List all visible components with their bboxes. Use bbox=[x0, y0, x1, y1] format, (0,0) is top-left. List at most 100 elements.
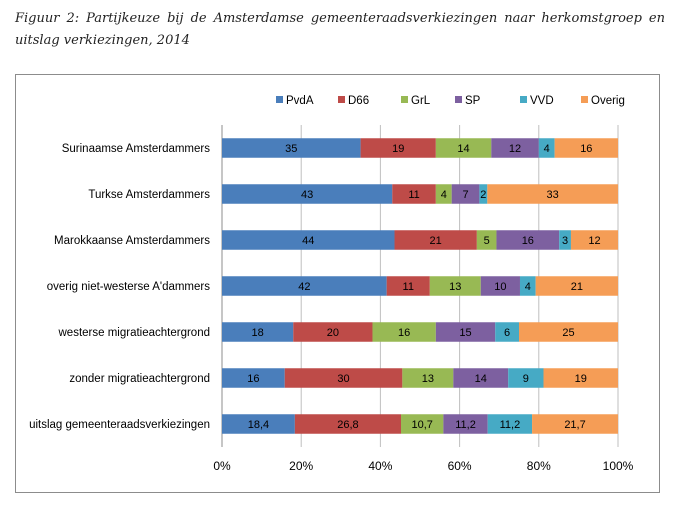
bar-overig-7 bbox=[532, 414, 618, 434]
legend-label-overig: Overig bbox=[591, 95, 625, 107]
bar-sp-7 bbox=[443, 414, 488, 434]
bar-grl-4 bbox=[429, 276, 481, 296]
legend-swatch-grl bbox=[401, 96, 408, 103]
bar-label-d66-1: 19 bbox=[392, 143, 404, 155]
x-tick-label: 0% bbox=[213, 459, 231, 473]
legend-swatch-d66 bbox=[338, 96, 345, 103]
bar-label-vvd-5: 6 bbox=[504, 327, 510, 339]
legend-label-d66: D66 bbox=[348, 95, 369, 107]
bar-label-grl-2: 4 bbox=[441, 189, 447, 201]
bar-label-sp-1: 12 bbox=[509, 143, 521, 155]
legend-label-sp: SP bbox=[465, 95, 481, 107]
bar-label-overig-3: 12 bbox=[588, 235, 600, 247]
bar-label-grl-3: 5 bbox=[484, 235, 490, 247]
bar-vvd-4 bbox=[519, 276, 536, 296]
bar-label-pvda-6: 16 bbox=[247, 373, 259, 385]
bar-vvd-3 bbox=[559, 230, 571, 250]
bar-label-overig-4: 21 bbox=[571, 281, 583, 293]
bar-overig-1 bbox=[554, 138, 618, 158]
bar-label-vvd-7: 11,2 bbox=[500, 419, 521, 431]
bar-label-pvda-4: 42 bbox=[298, 281, 310, 293]
bar-label-vvd-6: 9 bbox=[523, 373, 529, 385]
bar-label-grl-6: 13 bbox=[422, 373, 434, 385]
bar-grl-7 bbox=[400, 414, 444, 434]
bar-pvda-4 bbox=[222, 276, 387, 296]
bar-sp-6 bbox=[453, 368, 509, 388]
bar-label-overig-5: 25 bbox=[562, 327, 574, 339]
category-label: westerse migratieachtergrond bbox=[58, 327, 211, 339]
stacked-bar-chart: 0% 20% 40% 60% 80% 100%35 19 14 12 4 16Surinaamse … bbox=[29, 95, 634, 473]
bar-grl-1 bbox=[435, 138, 492, 158]
bar-label-pvda-5: 18 bbox=[252, 327, 264, 339]
bar-label-sp-6: 14 bbox=[475, 373, 487, 385]
bar-label-pvda-1: 35 bbox=[285, 143, 297, 155]
bar-label-d66-3: 21 bbox=[430, 235, 442, 247]
bar-sp-3 bbox=[496, 230, 560, 250]
legend-swatch-pvda bbox=[276, 96, 283, 103]
category-label: Turkse Amsterdammers bbox=[88, 189, 210, 201]
x-tick-label: 100% bbox=[603, 459, 634, 473]
bar-pvda-1 bbox=[222, 138, 361, 158]
bar-label-sp-5: 15 bbox=[459, 327, 471, 339]
bar-label-overig-6: 19 bbox=[575, 373, 587, 385]
bar-label-vvd-1: 4 bbox=[544, 143, 550, 155]
legend-swatch-overig bbox=[581, 96, 588, 103]
bar-label-grl-1: 14 bbox=[457, 143, 469, 155]
legend-label-grl: GrL bbox=[411, 95, 431, 107]
bar-grl-2 bbox=[435, 184, 452, 204]
bar-sp-2 bbox=[451, 184, 480, 204]
x-tick-label: 60% bbox=[448, 459, 472, 473]
x-tick-label: 80% bbox=[527, 459, 551, 473]
bar-vvd-6 bbox=[508, 368, 544, 388]
bar-label-d66-4: 11 bbox=[403, 281, 414, 293]
bar-label-overig-1: 16 bbox=[580, 143, 592, 155]
bar-label-grl-5: 16 bbox=[398, 327, 410, 339]
bar-label-d66-7: 26,8 bbox=[337, 419, 358, 431]
legend-label-vvd: VVD bbox=[530, 95, 554, 107]
bar-sp-1 bbox=[491, 138, 539, 158]
bar-label-sp-7: 11,2 bbox=[455, 419, 476, 431]
chart-frame: 0% 20% 40% 60% 80% 100% 35 19 14 12 4 16 Surinaamse … bbox=[15, 74, 660, 493]
bar-pvda-5 bbox=[222, 322, 294, 342]
category-label: zonder migratieachtergrond bbox=[69, 373, 210, 385]
bar-overig-3 bbox=[570, 230, 618, 250]
bar-sp-4 bbox=[480, 276, 520, 296]
bar-vvd-7 bbox=[487, 414, 533, 434]
bar-label-grl-4: 13 bbox=[449, 281, 461, 293]
bar-label-d66-5: 20 bbox=[327, 327, 339, 339]
bar-label-sp-4: 10 bbox=[494, 281, 506, 293]
bar-pvda-7 bbox=[222, 414, 295, 434]
category-label: Marokkaanse Amsterdammers bbox=[54, 235, 210, 247]
bar-label-sp-3: 16 bbox=[522, 235, 534, 247]
bar-label-vvd-3: 3 bbox=[562, 235, 568, 247]
x-tick-label: 40% bbox=[368, 459, 392, 473]
bar-grl-3 bbox=[476, 230, 497, 250]
bar-d66-2 bbox=[392, 184, 436, 204]
bar-d66-3 bbox=[394, 230, 477, 250]
bar-d66-6 bbox=[284, 368, 403, 388]
bar-d66-4 bbox=[386, 276, 430, 296]
bar-label-vvd-2: 2 bbox=[480, 189, 486, 201]
bar-overig-4 bbox=[535, 276, 618, 296]
bar-label-d66-2: 11 bbox=[408, 189, 419, 201]
category-label: Surinaamse Amsterdammers bbox=[62, 143, 211, 155]
bar-label-vvd-4: 4 bbox=[525, 281, 531, 293]
bar-overig-6 bbox=[543, 368, 618, 388]
bar-label-d66-6: 30 bbox=[337, 373, 349, 385]
bar-d66-5 bbox=[293, 322, 373, 342]
bar-label-overig-7: 21,7 bbox=[564, 419, 585, 431]
category-label: overig niet-westerse A'dammers bbox=[47, 281, 211, 293]
bar-overig-2 bbox=[487, 184, 618, 204]
bar-label-sp-2: 7 bbox=[462, 189, 468, 201]
bar-vvd-2 bbox=[479, 184, 488, 204]
legend-swatch-vvd bbox=[520, 96, 527, 103]
bar-d66-1 bbox=[360, 138, 436, 158]
bar-d66-7 bbox=[294, 414, 401, 434]
bar-label-pvda-3: 44 bbox=[302, 235, 314, 247]
bar-label-pvda-7: 18,4 bbox=[248, 419, 269, 431]
bar-grl-5 bbox=[372, 322, 436, 342]
legend-swatch-sp bbox=[455, 96, 462, 103]
bar-pvda-6 bbox=[222, 368, 285, 388]
legend-label-pvda: PvdA bbox=[286, 95, 314, 107]
bar-pvda-2 bbox=[222, 184, 393, 204]
